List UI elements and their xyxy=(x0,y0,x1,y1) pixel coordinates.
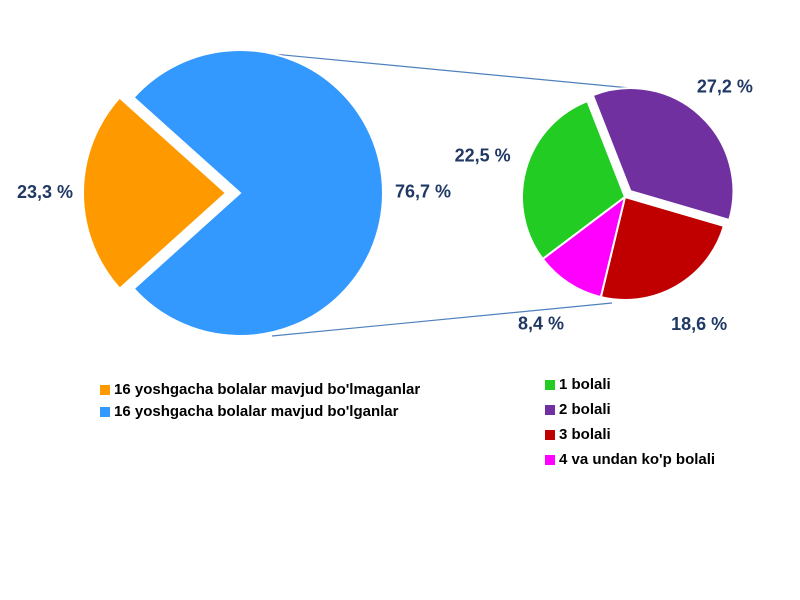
legend-label: 2 bolali xyxy=(559,401,611,418)
pie-slice xyxy=(521,99,627,261)
legend-label: 16 yoshgacha bolalar mavjud bo'lganlar xyxy=(114,403,399,420)
legend-marker xyxy=(545,455,555,465)
pie-slice xyxy=(591,87,735,222)
connector-line xyxy=(251,51,631,89)
legend-marker xyxy=(545,430,555,440)
legend-label: 3 bolali xyxy=(559,426,611,443)
data-label: 27,2 % xyxy=(697,77,753,97)
legend-label: 4 va undan ko'p bolali xyxy=(559,451,715,468)
connector-line xyxy=(271,302,613,337)
legend-marker xyxy=(545,405,555,415)
legend-marker xyxy=(100,385,110,395)
data-label: 22,5 % xyxy=(455,145,511,165)
pie-slice xyxy=(599,195,726,301)
pie-slice xyxy=(541,194,627,299)
data-label: 23,3 % xyxy=(17,182,73,202)
data-label: 76,7 % xyxy=(395,182,451,202)
legend-label: 1 bolali xyxy=(559,376,611,393)
legend-marker xyxy=(100,407,110,417)
data-label: 8,4 % xyxy=(518,314,564,334)
data-label: 18,6 % xyxy=(671,314,727,334)
pie-slice xyxy=(82,96,228,291)
pie-slice xyxy=(132,49,384,337)
legend-marker xyxy=(545,380,555,390)
legend-label: 16 yoshgacha bolalar mavjud bo'lmaganlar xyxy=(114,381,420,398)
